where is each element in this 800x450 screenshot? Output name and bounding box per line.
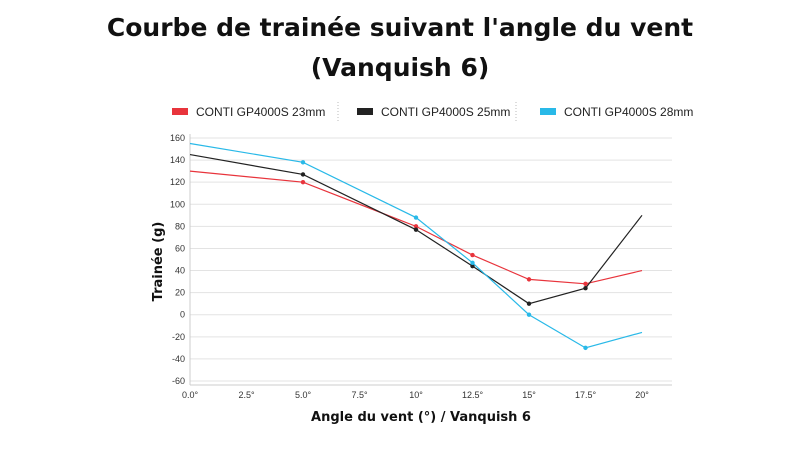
y-tick-label: 20: [175, 288, 185, 298]
x-tick-label: 20°: [635, 390, 649, 400]
x-tick-label: 7.5°: [351, 390, 368, 400]
x-tick-label: 17.5°: [575, 390, 597, 400]
data-point: [526, 277, 532, 282]
legend-label-1: CONTI GP4000S 23mm: [196, 105, 325, 119]
x-tick-label: 5.0°: [295, 390, 312, 400]
y-tick-label: -40: [172, 354, 185, 364]
x-tick-label: 2.5°: [238, 390, 255, 400]
y-tick-label: 100: [170, 199, 185, 209]
y-axis-title: Trainée (g): [151, 222, 166, 302]
y-tick-label: 160: [170, 133, 185, 143]
data-point: [470, 252, 475, 258]
y-tick-label: 40: [175, 266, 185, 276]
data-point: [300, 179, 306, 185]
data-point: [583, 286, 588, 291]
data-point: [413, 224, 419, 229]
data-point: [526, 312, 532, 317]
x-tick-label: 0.0°: [182, 390, 199, 400]
x-axis-title: Angle du vent (°) / Vanquish 6: [311, 410, 531, 425]
legend-swatch-3: [540, 108, 556, 115]
data-point: [583, 281, 588, 286]
data-point: [413, 227, 419, 232]
data-point: [470, 260, 475, 266]
legend-swatch-1: [172, 108, 188, 115]
y-tick-label: 80: [175, 221, 185, 231]
x-tick-label: 12.5°: [462, 390, 484, 400]
data-point: [470, 263, 475, 269]
chart-title-line-2: (Vanquish 6): [310, 53, 490, 82]
y-tick-label: 0: [180, 310, 185, 320]
legend-label-2: CONTI GP4000S 25mm: [381, 105, 510, 119]
y-tick-label: 140: [170, 155, 185, 165]
data-point: [300, 160, 306, 165]
y-tick-label: -20: [172, 332, 185, 342]
y-tick-label: 60: [175, 243, 185, 253]
series-line-3: [189, 142, 643, 349]
data-point: [583, 345, 588, 351]
data-point: [526, 301, 532, 306]
chart-title-line-1: Courbe de trainée suivant l'angle du ven…: [106, 13, 694, 42]
y-tick-label: -60: [172, 376, 185, 386]
x-tick-label: 15°: [522, 390, 536, 400]
legend-swatch-2: [357, 108, 373, 115]
data-point: [300, 172, 306, 177]
legend-label-3: CONTI GP4000S 28mm: [564, 105, 693, 119]
y-tick-label: 120: [170, 177, 185, 187]
data-point: [413, 215, 419, 220]
x-tick-label: 10°: [409, 390, 423, 400]
